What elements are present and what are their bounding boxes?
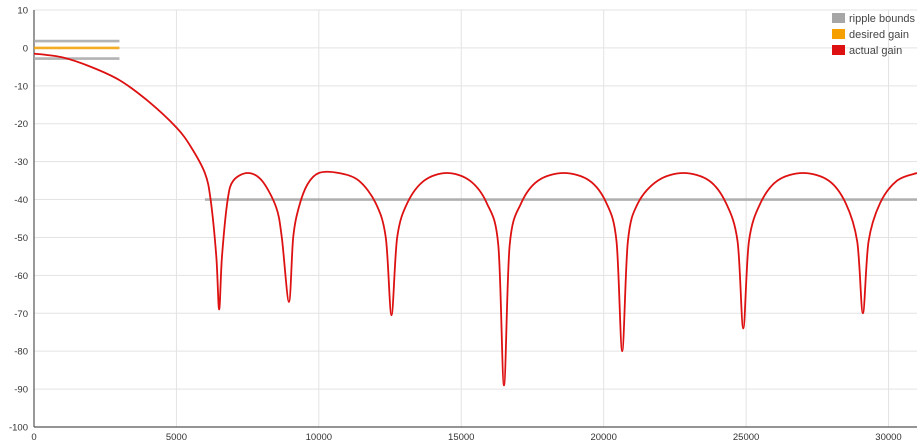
- series: [33, 39, 917, 387]
- y-tick-label: -10: [14, 81, 28, 92]
- y-tick-label: 0: [23, 43, 28, 54]
- y-tick-label: -40: [14, 195, 28, 206]
- tick-labels: 100-10-20-30-40-50-60-70-80-90-1000 5000 1…: [9, 6, 902, 444]
- x-tick-label: 20000: [590, 432, 616, 443]
- x-tick-label: 25000: [733, 432, 759, 443]
- legend: ripple bounds desired gain actual gain: [832, 13, 916, 57]
- grid: [34, 9, 917, 427]
- desired-gain-legend-label: desired gain: [849, 29, 909, 41]
- ripple-bounds-legend-label: ripple bounds: [849, 13, 916, 25]
- y-tick-label: -50: [14, 233, 28, 244]
- x-tick-label: 0: [31, 432, 36, 443]
- y-tick-label: -20: [14, 119, 28, 130]
- axes: [33, 10, 917, 428]
- y-tick-label: 10: [17, 6, 28, 17]
- x-tick-label: 30000: [875, 432, 901, 443]
- y-tick-label: -80: [14, 347, 28, 358]
- x-tick-label: 15000: [448, 432, 474, 443]
- y-tick-label: -90: [14, 385, 28, 396]
- actual-gain-legend-swatch: [832, 45, 845, 55]
- y-tick-label: -100: [9, 423, 28, 434]
- desired-gain-legend-swatch: [832, 29, 845, 39]
- actual-gain-line: [33, 52, 917, 387]
- x-tick-label: 10000: [306, 432, 332, 443]
- ripple-bounds-legend-swatch: [832, 13, 845, 23]
- y-tick-label: -60: [14, 271, 28, 282]
- y-tick-label: -30: [14, 157, 28, 168]
- y-tick-label: -70: [14, 309, 28, 320]
- actual-gain-legend-label: actual gain: [849, 45, 902, 57]
- x-tick-label: 5000: [166, 432, 187, 443]
